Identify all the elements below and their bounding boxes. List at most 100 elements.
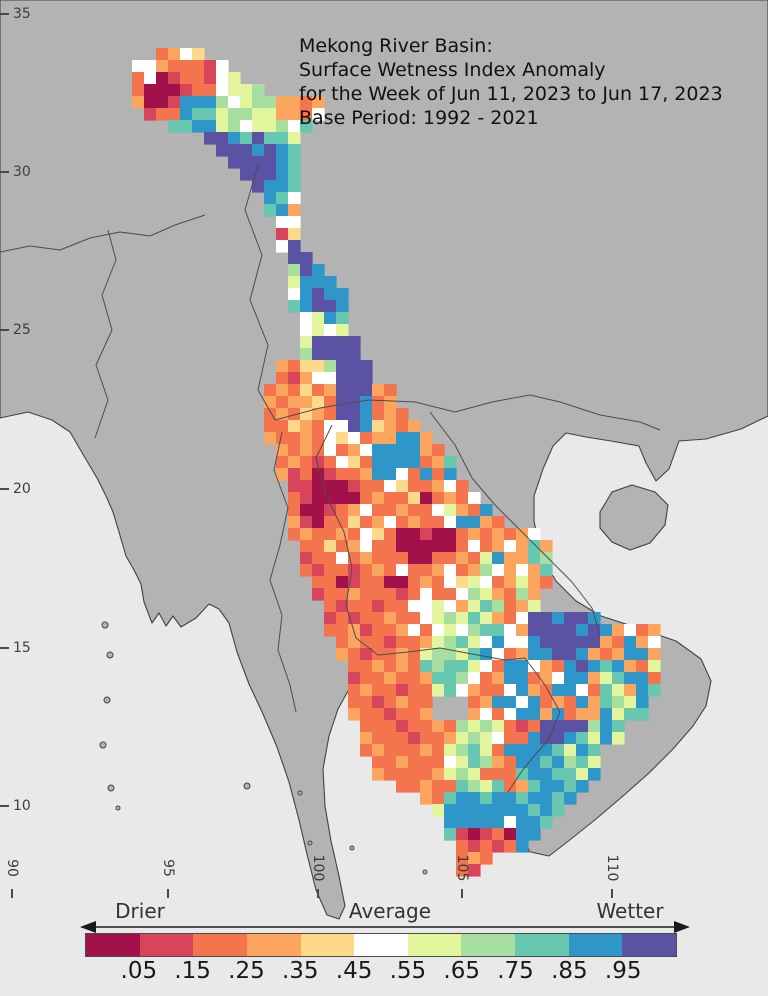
wetness-cell <box>384 444 397 457</box>
colorbar-tick-.95: .95 <box>604 958 642 984</box>
wetness-cell <box>516 588 529 601</box>
wetness-cell <box>312 588 325 601</box>
wetness-cell <box>324 540 337 553</box>
wetness-cell <box>312 552 325 565</box>
wetness-cell <box>408 540 421 553</box>
wetness-cell <box>384 612 397 625</box>
wetness-cell <box>420 432 433 445</box>
colorbar-segment-10 <box>622 934 677 956</box>
wetness-cell <box>288 192 301 205</box>
wetness-cell <box>360 372 373 385</box>
wetness-cell <box>600 732 613 745</box>
tick-label: 100 <box>310 854 326 882</box>
wetness-cell <box>312 372 325 385</box>
wetness-cell <box>576 684 589 697</box>
wetness-cell <box>300 444 313 457</box>
wetness-cell <box>360 552 373 565</box>
wetness-cell <box>348 588 361 601</box>
wetness-cell <box>288 480 301 493</box>
wetness-cell <box>576 636 589 649</box>
wetness-cell <box>444 780 457 793</box>
wetness-cell <box>192 96 205 109</box>
colorbar-tick-.75: .75 <box>497 958 534 984</box>
wetness-cell <box>552 780 565 793</box>
tick-mark <box>0 13 9 15</box>
wetness-cell <box>492 804 505 817</box>
wetness-cell <box>324 612 337 625</box>
wetness-cell <box>552 804 565 817</box>
wetness-cell <box>624 684 637 697</box>
wetness-cell <box>420 672 433 685</box>
wetness-cell <box>636 696 649 709</box>
tick-label: 30 <box>13 164 31 180</box>
wetness-cell <box>552 636 565 649</box>
map-title: Mekong River Basin: Surface Wetness Inde… <box>299 34 723 130</box>
wetness-cell <box>156 60 169 73</box>
wetness-cell <box>600 636 613 649</box>
wetness-cell <box>420 660 433 673</box>
wetness-cell <box>648 648 661 661</box>
tick-mark <box>0 805 9 807</box>
wetness-cell <box>372 540 385 553</box>
wetness-cell <box>408 588 421 601</box>
wetness-cell <box>216 96 229 109</box>
wetness-cell <box>504 792 517 805</box>
wetness-cell <box>384 588 397 601</box>
wetness-cell <box>300 492 313 505</box>
wetness-cell <box>348 336 361 349</box>
wetness-cell <box>288 180 301 193</box>
wetness-cell <box>384 624 397 637</box>
wetness-cell <box>372 612 385 625</box>
wetness-cell <box>540 732 553 745</box>
wetness-cell <box>336 612 349 625</box>
wetness-cell <box>276 192 289 205</box>
wetness-cell <box>288 264 301 277</box>
wetness-cell <box>300 480 313 493</box>
wetness-cell <box>408 648 421 661</box>
wetness-cell <box>336 636 349 649</box>
wetness-cell <box>528 708 541 721</box>
wetness-cell <box>408 780 421 793</box>
wetness-cell <box>432 564 445 577</box>
wetness-cell <box>288 468 301 481</box>
wetness-cell <box>540 756 553 769</box>
wetness-cell <box>480 624 493 637</box>
wetness-cell <box>528 816 541 829</box>
wetness-cell <box>336 480 349 493</box>
wetness-cell <box>444 552 457 565</box>
wetness-cell <box>432 504 445 517</box>
wetness-cell <box>324 624 337 637</box>
wetness-cell <box>288 504 301 517</box>
wetness-cell <box>396 432 409 445</box>
wetness-cell <box>408 432 421 445</box>
wetness-cell <box>432 636 445 649</box>
wetness-cell <box>516 804 529 817</box>
wetness-cell <box>252 180 265 193</box>
wetness-cell <box>456 504 469 517</box>
wetness-cell <box>408 504 421 517</box>
wetness-cell <box>288 168 301 181</box>
wetness-cell <box>636 636 649 649</box>
wetness-cell <box>384 720 397 733</box>
wetness-cell <box>492 756 505 769</box>
wetness-cell <box>264 168 277 181</box>
wetness-cell <box>396 768 409 781</box>
wetness-cell <box>372 720 385 733</box>
wetness-cell <box>576 756 589 769</box>
wetness-cell <box>444 744 457 757</box>
wetness-cell <box>312 456 325 469</box>
wetness-cell <box>324 600 337 613</box>
title-line-2: Surface Wetness Index Anomaly <box>299 59 606 81</box>
hainan-island <box>599 484 669 551</box>
wetness-cell <box>492 744 505 757</box>
wetness-cell <box>444 648 457 661</box>
wetness-cell <box>300 552 313 565</box>
wetness-cell <box>324 420 337 433</box>
wetness-cell <box>396 732 409 745</box>
wetness-cell <box>384 708 397 721</box>
wetness-cell <box>444 612 457 625</box>
wetness-cell <box>204 60 217 73</box>
wetness-cell <box>300 540 313 553</box>
wetness-cell <box>372 396 385 409</box>
wetness-cell <box>444 456 457 469</box>
